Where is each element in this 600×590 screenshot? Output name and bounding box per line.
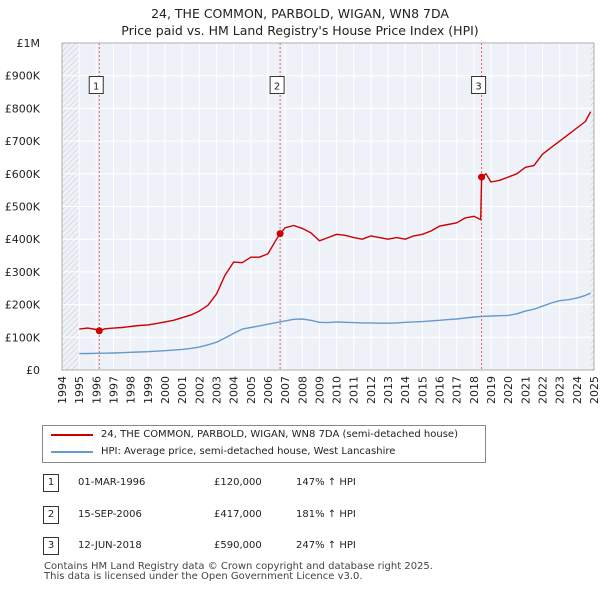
y-tick-label: £500K [5, 201, 41, 214]
x-tick-label: 2024 [571, 376, 584, 404]
sale-row: 2 15-SEP-2006 £417,000 181% ↑ HPI [0, 506, 600, 524]
x-tick-label: 2007 [279, 376, 292, 404]
y-tick-label: £700K [5, 135, 41, 148]
x-tick-label: 2011 [348, 376, 361, 404]
sale-hpi-change: 181% ↑ HPI [296, 509, 356, 520]
sale-row: 3 12-JUN-2018 £590,000 247% ↑ HPI [0, 537, 600, 555]
y-tick-label: £600K [5, 168, 41, 181]
y-tick-label: £800K [5, 102, 41, 115]
x-tick-label: 1995 [73, 376, 86, 404]
y-tick-label: £100K [5, 331, 41, 344]
x-tick-label: 2013 [382, 376, 395, 404]
x-tick-label: 1997 [107, 376, 120, 404]
property-price-line [79, 111, 592, 332]
x-tick-label: 2019 [485, 376, 498, 404]
x-tick-label: 2018 [468, 376, 481, 404]
x-tick-label: 2023 [554, 376, 567, 404]
sale-label-text: 2 [274, 82, 280, 93]
x-tick-label: 2010 [331, 376, 344, 404]
price-chart: 1 2 3 £0 £100K £200K £300K £400K £500K £600K £700… [5, 37, 600, 404]
x-tick-label: 2020 [502, 376, 515, 404]
x-tick-label: 2015 [416, 376, 429, 404]
y-tick-label: £1M [17, 37, 41, 50]
sale-label-text: 3 [475, 82, 481, 93]
sale-number-badge: 2 [43, 506, 59, 524]
legend-hpi-label: HPI: Average price, semi-detached house,… [101, 446, 396, 457]
x-tick-label: 2008 [296, 376, 309, 404]
y-tick-label: £300K [5, 266, 41, 279]
legend-property-label: 24, THE COMMON, PARBOLD, WIGAN, WN8 7DA … [101, 429, 458, 440]
sale-hpi-change: 147% ↑ HPI [296, 477, 356, 488]
sale-date: 15-SEP-2006 [78, 509, 142, 520]
x-tick-label: 2016 [434, 376, 447, 404]
plot-border [61, 42, 595, 371]
sale-row: 1 01-MAR-1996 £120,000 147% ↑ HPI [0, 474, 600, 492]
x-tick-label: 2003 [210, 376, 223, 404]
legend-property-swatch [51, 434, 93, 436]
chart-title: 24, THE COMMON, PARBOLD, WIGAN, WN8 7DA [151, 6, 449, 21]
x-tick-label: 2017 [451, 376, 464, 404]
x-tick-label: 1996 [90, 376, 103, 404]
sale-point [276, 230, 284, 238]
x-tick-label: 1994 [56, 376, 69, 404]
x-tick-label: 1998 [125, 376, 138, 404]
y-tick-label: £0 [26, 364, 40, 377]
x-tick-label: 2006 [262, 376, 275, 404]
sale-label-box [269, 76, 285, 95]
sale-price: £590,000 [214, 540, 262, 551]
sale-hpi-change: 247% ↑ HPI [296, 540, 356, 551]
y-tick-label: £200K [5, 299, 41, 312]
x-tick-label: 2025 [588, 376, 600, 404]
footer-copyright: Contains HM Land Registry data © Crown c… [44, 561, 433, 572]
y-tick-label: £400K [5, 233, 41, 246]
sale-number-badge: 1 [43, 474, 59, 492]
sale-price: £120,000 [214, 477, 262, 488]
legend: 24, THE COMMON, PARBOLD, WIGAN, WN8 7DA … [42, 425, 486, 463]
footer-licence: This data is licensed under the Open Gov… [44, 571, 363, 582]
legend-hpi-swatch [51, 451, 93, 453]
x-tick-label: 2009 [313, 376, 326, 404]
sale-number-badge: 3 [43, 537, 59, 555]
x-tick-label: 2021 [519, 376, 532, 404]
hpi-line [79, 292, 591, 355]
x-tick-label: 2012 [365, 376, 378, 404]
sale-point [95, 327, 103, 335]
x-tick-label: 1999 [142, 376, 155, 404]
x-tick-label: 2004 [228, 376, 241, 404]
x-tick-label: 2022 [537, 376, 550, 404]
sale-point [478, 173, 486, 181]
sale-date: 01-MAR-1996 [78, 477, 146, 488]
x-tick-label: 2001 [176, 376, 189, 404]
chart-subtitle: Price paid vs. HM Land Registry's House … [121, 23, 479, 38]
sale-label-box [88, 76, 104, 95]
sale-price: £417,000 [214, 509, 262, 520]
x-tick-label: 2014 [399, 376, 412, 404]
x-tick-label: 2005 [245, 376, 258, 404]
sale-label-text: 1 [93, 82, 99, 93]
x-tick-label: 2000 [159, 376, 172, 404]
y-tick-label: £900K [5, 70, 41, 83]
x-tick-label: 2002 [193, 376, 206, 404]
sale-label-box [471, 76, 487, 95]
sale-date: 12-JUN-2018 [78, 540, 142, 551]
